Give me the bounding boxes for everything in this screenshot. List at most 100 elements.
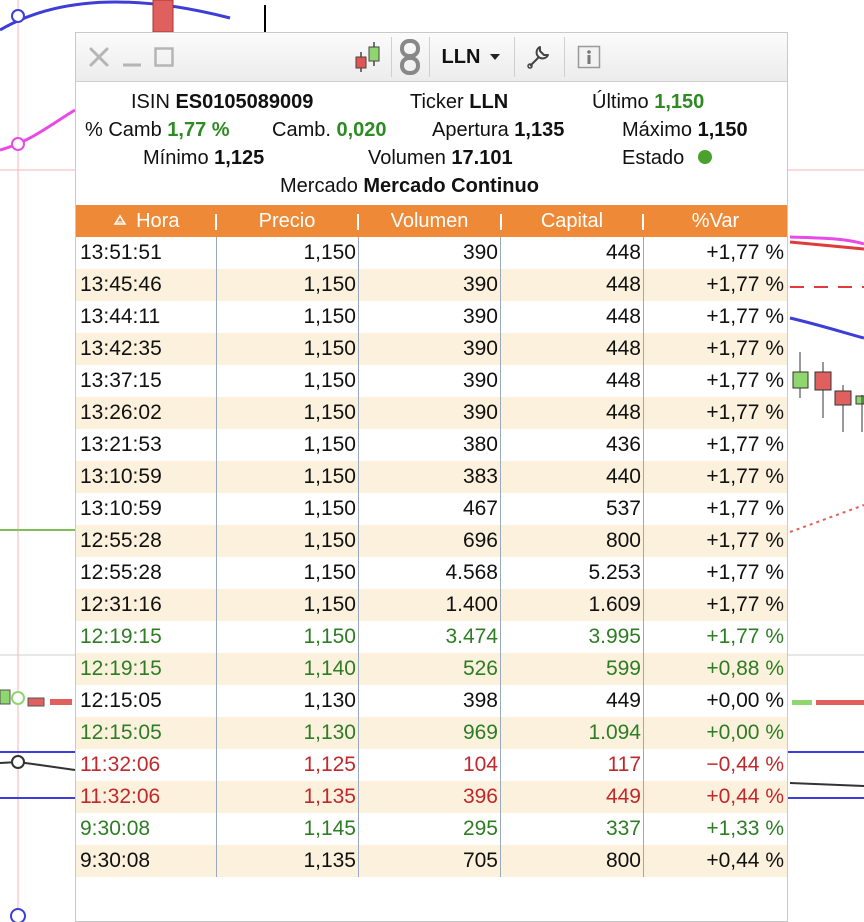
cell-precio: 1,135 (303, 849, 356, 872)
cell-volumen: 3.474 (445, 625, 498, 648)
volumen-label: Volumen (368, 147, 446, 169)
chain-link-icon[interactable] (396, 33, 424, 81)
cell-hora: 12:19:15 (80, 625, 162, 648)
cell-precio: 1,150 (303, 369, 356, 392)
table-row[interactable]: 13:45:46 1,150 390 448 +1,77 % (76, 269, 787, 301)
minimize-icon[interactable] (120, 33, 144, 81)
cell-capital: 448 (605, 401, 641, 424)
info-icon[interactable] (572, 33, 606, 81)
cell-volumen: 390 (462, 241, 498, 264)
mercado-field: Mercado Mercado Continuo (280, 175, 539, 198)
candlestick-chart-icon[interactable] (350, 33, 386, 81)
cell-volumen: 696 (462, 529, 498, 552)
cell-precio: 1,145 (303, 817, 356, 840)
table-row[interactable]: 12:15:05 1,130 398 449 +0,00 % (76, 685, 787, 717)
cell-volumen: 1.400 (445, 593, 498, 616)
col-header-capital[interactable]: Capital (502, 205, 642, 237)
cell-var: +0,00 % (706, 689, 784, 712)
close-icon[interactable] (86, 33, 112, 81)
col-header-var[interactable]: %Var (644, 205, 787, 237)
cell-precio: 1,150 (303, 625, 356, 648)
cell-precio: 1,130 (303, 689, 356, 712)
column-divider (216, 237, 217, 877)
cell-var: +1,77 % (706, 529, 784, 552)
cell-precio: 1,150 (303, 241, 356, 264)
cell-var: +1,77 % (706, 561, 784, 584)
cell-precio: 1,150 (303, 433, 356, 456)
ticker-value: LLN (469, 91, 509, 113)
maximize-icon[interactable] (152, 33, 176, 81)
sort-up-triangle-icon (113, 214, 126, 225)
column-divider (643, 237, 644, 877)
cell-capital: 448 (605, 337, 641, 360)
table-row[interactable]: 9:30:08 1,135 705 800 +0,44 % (76, 845, 787, 877)
cell-volumen: 383 (462, 465, 498, 488)
cell-capital: 436 (605, 433, 641, 456)
cell-var: +1,77 % (706, 337, 784, 360)
column-divider (358, 237, 359, 877)
table-row[interactable]: 13:10:59 1,150 467 537 +1,77 % (76, 493, 787, 525)
table-row[interactable]: 13:37:15 1,150 390 448 +1,77 % (76, 365, 787, 397)
table-row[interactable]: 9:30:08 1,145 295 337 +1,33 % (76, 813, 787, 845)
cell-volumen: 4.568 (445, 561, 498, 584)
cell-hora: 11:32:06 (80, 753, 161, 776)
cell-precio: 1,150 (303, 305, 356, 328)
ticker-label: Ticker (410, 91, 464, 113)
maximo-value: 1,150 (697, 119, 748, 141)
cell-var: +1,77 % (706, 593, 784, 616)
cell-volumen: 526 (462, 657, 498, 680)
table-row[interactable]: 13:21:53 1,150 380 436 +1,77 % (76, 429, 787, 461)
table-row[interactable]: 13:10:59 1,150 383 440 +1,77 % (76, 461, 787, 493)
cell-precio: 1,150 (303, 465, 356, 488)
isin-field: ISIN ES0105089009 (131, 91, 313, 114)
cell-capital: 448 (605, 369, 641, 392)
panel-toolbar: LLN (76, 33, 787, 82)
cell-capital: 448 (605, 273, 641, 296)
cell-precio: 1,125 (303, 753, 356, 776)
table-row[interactable]: 13:26:02 1,150 390 448 +1,77 % (76, 397, 787, 429)
cell-var: +1,77 % (706, 369, 784, 392)
cell-precio: 1,130 (303, 721, 356, 744)
table-row[interactable]: 11:32:06 1,135 396 449 +0,44 % (76, 781, 787, 813)
cell-precio: 1,150 (303, 401, 356, 424)
isin-label: ISIN (131, 91, 170, 113)
table-row[interactable]: 12:19:15 1,150 3.474 3.995 +1,77 % (76, 621, 787, 653)
cell-capital: 448 (605, 241, 641, 264)
cell-hora: 12:15:05 (80, 689, 162, 712)
table-row[interactable]: 12:19:15 1,140 526 599 +0,88 % (76, 653, 787, 685)
pct-camb-field: % Camb 1,77 % (85, 119, 230, 142)
cell-capital: 337 (605, 817, 641, 840)
cell-var: −0,44 % (706, 753, 784, 776)
cell-volumen: 295 (462, 817, 498, 840)
col-header-volumen[interactable]: Volumen (359, 205, 500, 237)
cell-hora: 12:55:28 (80, 561, 162, 584)
info-line-4: Mercado Mercado Continuo (76, 173, 787, 201)
cell-var: +0,88 % (706, 657, 784, 680)
table-row[interactable]: 12:15:05 1,130 969 1.094 +0,00 % (76, 717, 787, 749)
col-header-hora-label: Hora (136, 210, 180, 232)
ticker-selector[interactable]: LLN (432, 33, 512, 81)
isin-value: ES0105089009 (175, 91, 314, 113)
cell-var: +1,77 % (706, 241, 784, 264)
ticker-field: Ticker LLN (410, 91, 508, 114)
table-row[interactable]: 13:51:51 1,150 390 448 +1,77 % (76, 237, 787, 269)
camb-label: Camb. (272, 119, 331, 141)
wrench-icon[interactable] (518, 33, 558, 81)
camb-value: 0,020 (336, 119, 387, 141)
col-header-hora[interactable]: Hora (76, 205, 216, 237)
table-row[interactable]: 13:44:11 1,150 390 448 +1,77 % (76, 301, 787, 333)
cell-capital: 1.094 (588, 721, 641, 744)
col-header-var-label: %Var (691, 210, 740, 232)
cell-hora: 11:32:06 (80, 785, 161, 808)
table-row[interactable]: 12:31:16 1,150 1.400 1.609 +1,77 % (76, 589, 787, 621)
cell-capital: 800 (605, 849, 641, 872)
cell-capital: 449 (605, 689, 641, 712)
table-row[interactable]: 12:55:28 1,150 696 800 +1,77 % (76, 525, 787, 557)
table-row[interactable]: 12:55:28 1,150 4.568 5.253 +1,77 % (76, 557, 787, 589)
col-header-precio[interactable]: Precio (217, 205, 357, 237)
cell-var: +1,77 % (706, 497, 784, 520)
cell-hora: 9:30:08 (80, 817, 151, 840)
table-row[interactable]: 11:32:06 1,125 104 117 −0,44 % (76, 749, 787, 781)
table-row[interactable]: 13:42:35 1,150 390 448 +1,77 % (76, 333, 787, 365)
cell-precio: 1,150 (303, 497, 356, 520)
